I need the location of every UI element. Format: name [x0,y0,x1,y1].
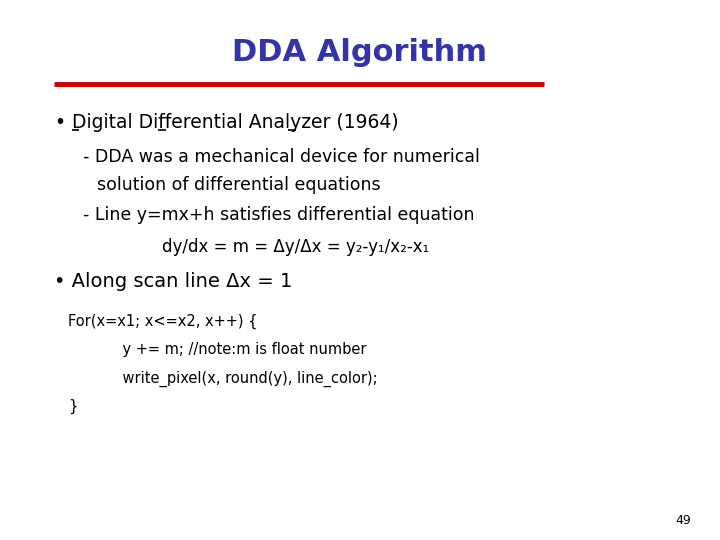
Text: Digital Differential Analyzer (1964): Digital Differential Analyzer (1964) [72,113,399,132]
Text: 49: 49 [675,514,691,526]
Text: For(x=x1; x<=x2, x++) {: For(x=x1; x<=x2, x++) { [68,314,258,329]
Text: solution of differential equations: solution of differential equations [97,176,381,194]
Text: - DDA was a mechanical device for numerical: - DDA was a mechanical device for numeri… [83,148,480,166]
Text: DDA Algorithm: DDA Algorithm [233,38,487,67]
Text: }: } [68,399,78,414]
Text: y += m; //note:m is float number: y += m; //note:m is float number [104,342,367,357]
Text: • Along scan line Δx = 1: • Along scan line Δx = 1 [54,272,292,291]
Text: dy/dx = m = Δy/Δx = y₂-y₁/x₂-x₁: dy/dx = m = Δy/Δx = y₂-y₁/x₂-x₁ [161,238,429,255]
Text: write_pixel(x, round(y), line_color);: write_pixel(x, round(y), line_color); [104,370,378,387]
Text: •: • [54,113,65,132]
Text: - Line y=mx+h satisfies differential equation: - Line y=mx+h satisfies differential equ… [83,206,474,224]
